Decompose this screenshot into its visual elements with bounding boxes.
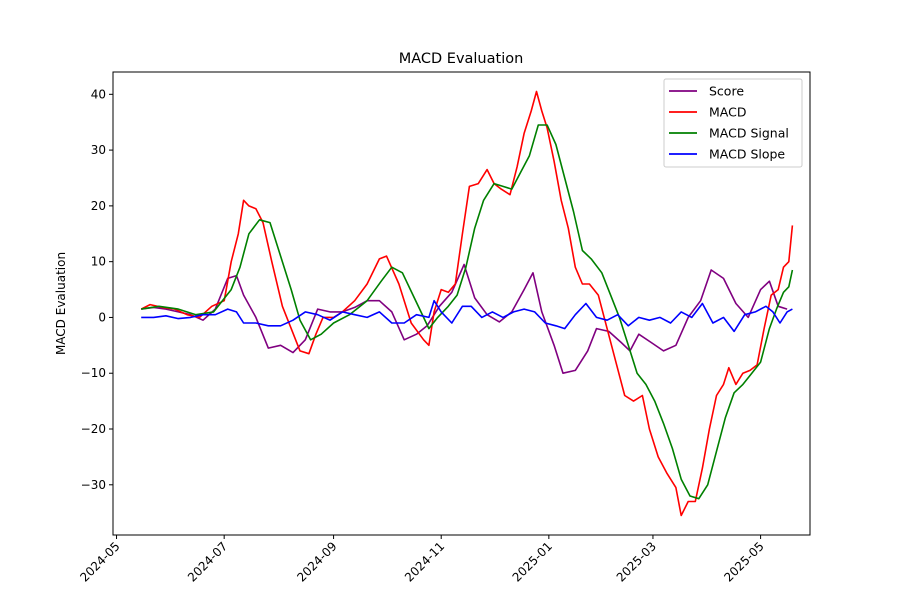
y-tick-label: 40: [91, 87, 106, 101]
legend-box: [663, 78, 803, 168]
y-tick-label: 10: [91, 255, 106, 269]
plot-area: [112, 71, 811, 536]
legend-label-macd: MACD: [709, 105, 746, 120]
y-axis-label: MACD Evaluation: [54, 252, 68, 355]
legend-label-macd-slope: MACD Slope: [709, 147, 785, 162]
series-lines: [140, 90, 794, 517]
legend-label-score: Score: [709, 84, 744, 99]
series-line-macd-slope: [141, 299, 793, 333]
plot-frame: [112, 71, 811, 536]
y-tick-label: 0: [98, 310, 106, 324]
legend: Score MACD MACD Signal MACD Slope: [663, 78, 803, 168]
legend-label-macd-signal: MACD Signal: [709, 126, 789, 141]
series-line-macd: [140, 90, 794, 517]
series-line-macd-signal: [141, 124, 794, 500]
y-tick-label: −10: [81, 366, 106, 380]
y-tick-label: 30: [91, 143, 106, 157]
y-axis: −30 −20 −10 0 10 20 30 40: [81, 87, 113, 492]
series-line-score: [141, 263, 788, 375]
y-tick-label: −20: [81, 422, 106, 436]
chart-title: MACD Evaluation: [399, 51, 524, 67]
y-tick-label: 20: [91, 199, 106, 213]
y-tick-label: −30: [81, 478, 106, 492]
